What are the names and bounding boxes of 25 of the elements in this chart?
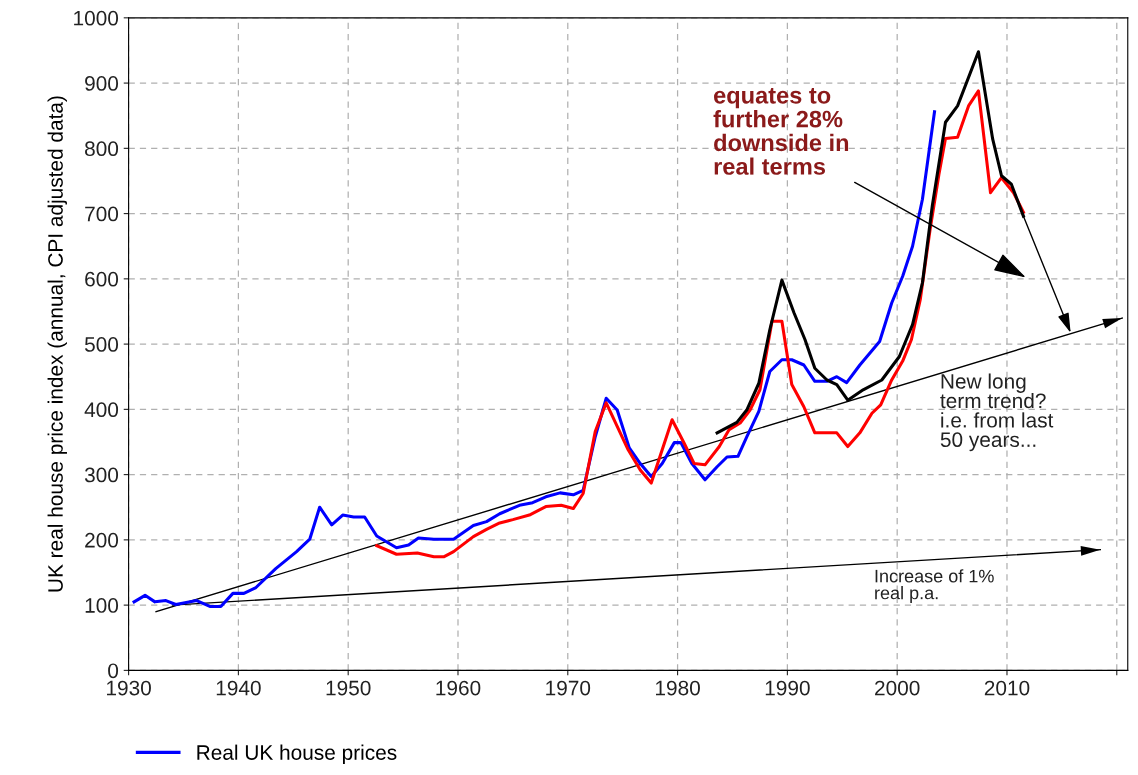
annotation: Increase of 1% real p.a. [875,569,994,603]
x-tick-label: 2010 [984,680,1030,696]
y-tick-label: 1000 [74,10,119,26]
y-tick-label: 400 [84,402,119,418]
y-tick-label: 600 [85,271,119,287]
y-tick-label: 700 [85,206,119,222]
annotation: New long term trend? i.e. from last 50 years... [940,373,1054,452]
y-tick-label: 100 [85,598,119,613]
legend-label: Real UK house prices [197,744,397,765]
x-tick-label: 1930 [107,680,151,696]
y-tick-label: 500 [84,337,119,352]
x-tick-label: 1980 [656,680,700,696]
y-tick-label: 0 [108,663,119,679]
x-tick-label: 1970 [546,680,591,696]
x-tick-label: 1940 [216,680,261,696]
y-tick-label: 800 [85,141,119,157]
annotation: equates to further 28% downside in real terms [713,88,849,175]
y-tick-label: 200 [85,532,119,548]
x-tick-label: 1990 [765,680,810,696]
y-tick-label: 900 [85,76,119,91]
x-tick-label: 1950 [326,680,371,696]
x-tick-label: 2000 [875,680,920,696]
y-tick-label: 300 [84,467,119,483]
x-tick-label: 1960 [436,680,481,696]
y-axis-title: UK real house price index (annual, CPI adjusted data) [47,96,67,592]
